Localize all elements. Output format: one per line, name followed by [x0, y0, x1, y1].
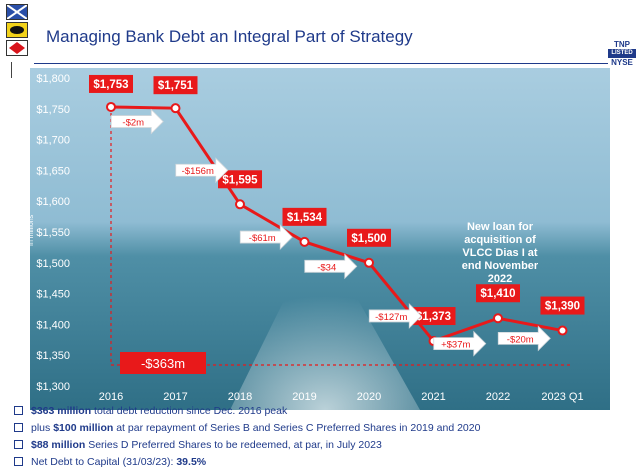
data-point	[235, 199, 245, 210]
bullet-bold: 39.5%	[176, 456, 207, 468]
checkbox-bullet-icon	[14, 439, 23, 449]
flagpole	[11, 62, 12, 78]
red-diamond-flag-icon	[6, 40, 28, 56]
data-point	[557, 325, 568, 336]
debt-line	[110, 105, 563, 343]
data-label-box	[347, 228, 391, 247]
data-label: $1,410	[480, 288, 515, 300]
change-label: -$34	[317, 262, 336, 273]
x-tick-label: 2017	[163, 391, 187, 403]
change-arrow	[110, 108, 164, 135]
checkbox-bullet-icon	[14, 456, 23, 466]
change-arrow	[304, 253, 358, 280]
data-point	[106, 101, 116, 112]
change-arrow	[175, 157, 229, 184]
x-tick-label: 2023 Q1	[541, 391, 583, 403]
bullet-pre: Net Debt to Capital (31/03/23):	[31, 456, 177, 468]
y-tick-label: $1,450	[36, 289, 70, 301]
annotation-line: New loan for	[467, 221, 534, 233]
data-label: $1,534	[287, 212, 323, 224]
page-title: Managing Bank Debt an Integral Part of S…	[46, 27, 413, 46]
bullet-text: at par repayment of Series B and Series …	[113, 422, 481, 434]
bullet-text: Series D Preferred Shares to be redeemed…	[85, 439, 382, 451]
x-tick-label: 2020	[357, 391, 381, 403]
change-label: -$2m	[122, 118, 144, 129]
change-label: -$127m	[375, 312, 407, 323]
bullet-bold: $100 million	[53, 422, 114, 434]
ship-wake	[230, 268, 420, 410]
debt-chart-svg: $1,300 $1,350 $1,400 $1,450 $1,500 $1,550 $1,6…	[28, 68, 610, 410]
bullet-list: $363 million total debt reduction since …	[14, 403, 634, 471]
blue-cross-flag-icon	[6, 4, 28, 20]
x-tick-label: 2021	[421, 391, 445, 403]
y-axis-label: In millions	[28, 214, 35, 246]
data-point	[170, 103, 181, 114]
x-tick-label: 2018	[228, 391, 252, 403]
x-tick-label: 2016	[99, 391, 123, 403]
data-point	[299, 236, 310, 247]
checkbox-bullet-icon	[14, 422, 23, 432]
data-label: $1,595	[222, 174, 258, 186]
y-tick-label: $1,550	[36, 227, 70, 239]
debt-chart: $1,300 $1,350 $1,400 $1,450 $1,500 $1,550 $1,6…	[0, 68, 640, 410]
change-arrow	[433, 330, 487, 357]
data-label: $1,390	[545, 301, 580, 313]
change-arrow	[497, 325, 551, 352]
annotation-line: 2022	[488, 273, 512, 285]
y-tick-label: $1,500	[36, 258, 70, 270]
nyse-logo: TNP LISTED NYSE	[608, 40, 636, 67]
change-arrow	[239, 224, 293, 251]
logo-line-3: NYSE	[611, 58, 633, 67]
data-point	[364, 257, 374, 268]
x-tick-label: 2019	[292, 391, 316, 403]
y-tick-label: $1,650	[36, 165, 70, 177]
bullet-item: $363 million total debt reduction since …	[14, 403, 634, 420]
bullet-text: total debt reduction since Dec. 2016 pea…	[91, 405, 288, 417]
x-tick-label: 2022	[486, 391, 510, 403]
bullet-item: $88 million Series D Preferred Shares to…	[14, 437, 634, 454]
y-tick-label: $1,750	[36, 104, 70, 116]
change-label: -$61m	[249, 233, 276, 244]
annotation-line: end November	[462, 260, 539, 272]
bullet-pre: plus	[31, 422, 54, 434]
data-label-box	[411, 307, 456, 326]
y-tick-label: $1,400	[36, 319, 70, 331]
annotation-line: VLCC Dias I at	[462, 247, 538, 259]
y-tick-label: $1,300	[36, 381, 70, 393]
total-reduction-label: -$363m	[141, 356, 185, 371]
bullet-item: plus $100 million at par repayment of Se…	[14, 420, 634, 437]
data-label: $1,753	[93, 79, 128, 91]
change-label: -$156m	[182, 166, 214, 177]
data-label-box	[476, 284, 520, 303]
data-label: $1,751	[158, 80, 194, 92]
data-label-box	[540, 296, 585, 315]
y-tick-label: $1,350	[36, 350, 70, 362]
title-divider	[34, 63, 608, 64]
change-arrow	[368, 302, 422, 329]
y-tick-label: $1,800	[36, 73, 70, 85]
data-label-box	[89, 74, 133, 93]
flag-icons	[6, 4, 28, 78]
data-label: $1,500	[351, 233, 386, 245]
bullet-item: Net Debt to Capital (31/03/23): 39.5%	[14, 454, 634, 471]
change-label: -$20m	[507, 334, 534, 345]
change-label: +$37m	[441, 340, 470, 351]
annotation-line: acquisition of	[464, 234, 536, 246]
y-tick-label: $1,600	[36, 196, 70, 208]
logo-line-2: LISTED	[608, 49, 636, 58]
checkbox-bullet-icon	[14, 405, 23, 415]
logo-line-1: TNP	[614, 40, 630, 49]
bullet-bold: $88 million	[31, 439, 86, 451]
annotation-text: New loan for acquisition of VLCC Dias I at…	[462, 221, 539, 285]
bullet-bold: $363 million	[31, 405, 92, 417]
data-label-box	[282, 207, 327, 226]
data-label-box	[218, 170, 262, 189]
yellow-oval-flag-icon	[6, 22, 28, 38]
y-tick-label: $1,700	[36, 135, 70, 147]
data-point	[493, 313, 503, 324]
data-label-box	[153, 76, 198, 95]
total-reduction-box	[120, 352, 206, 374]
data-label: $1,373	[416, 311, 451, 323]
